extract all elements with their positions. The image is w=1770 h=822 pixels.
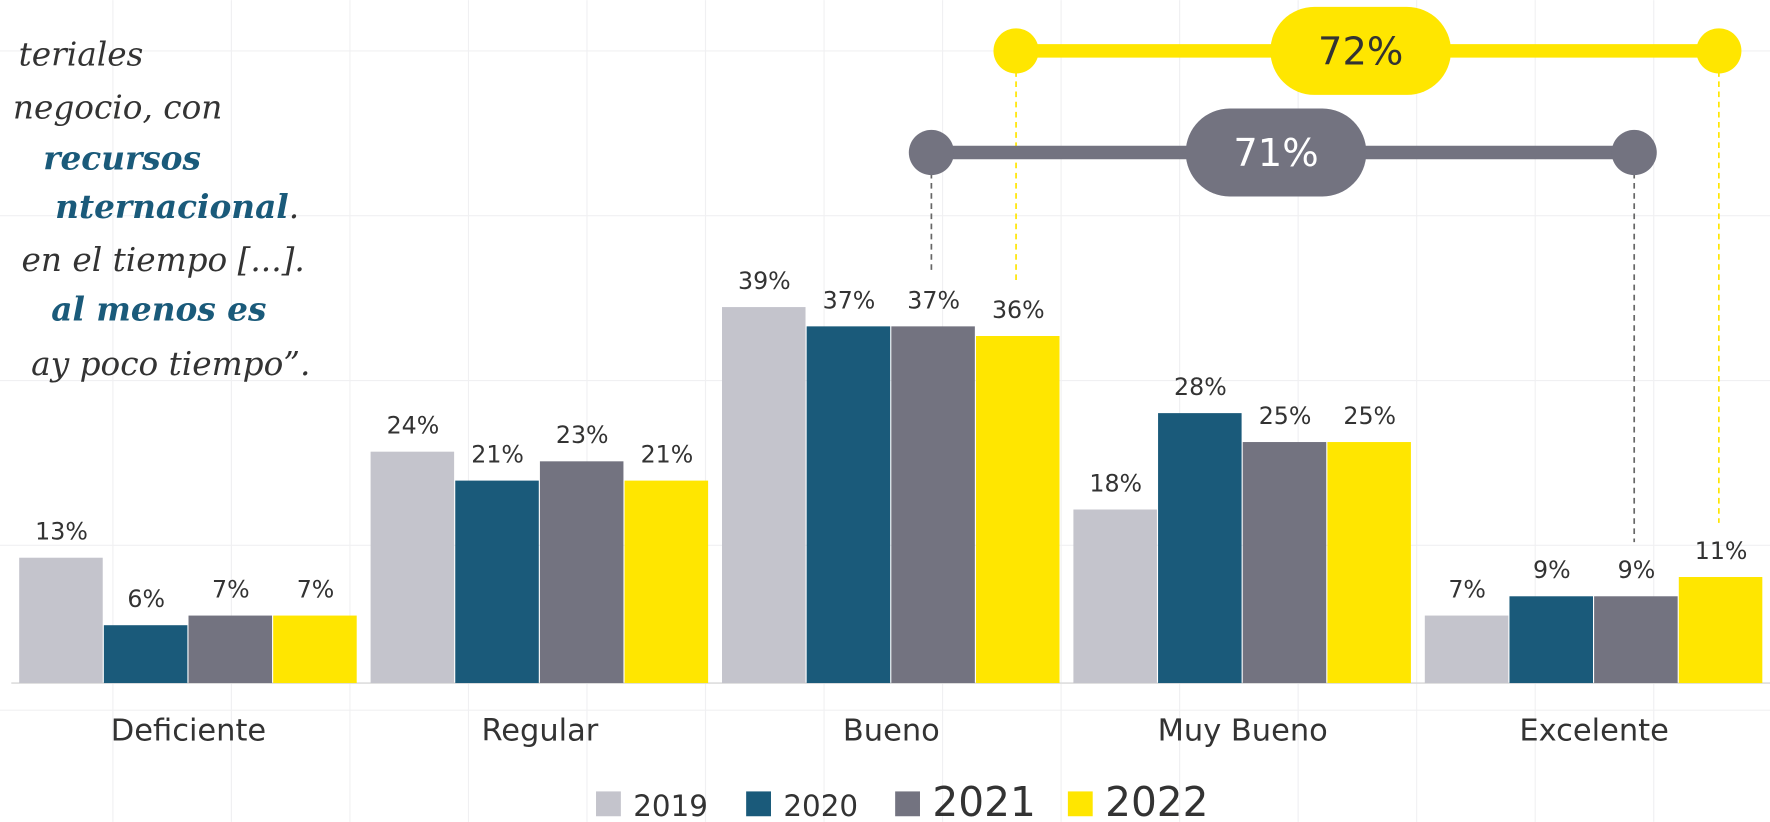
data-label: 23% (556, 421, 609, 449)
bar (103, 625, 188, 684)
legend-label: 2020 (783, 789, 858, 822)
bar (891, 326, 975, 684)
data-label: 25% (1259, 402, 1312, 430)
bar (1242, 442, 1327, 684)
data-label: 13% (35, 518, 88, 546)
data-label: 25% (1343, 402, 1396, 430)
bracket-label: 71% (1233, 131, 1318, 176)
bracket-pill (1185, 108, 1367, 197)
quote-segment: al menos es (51, 290, 266, 329)
data-label: 21% (471, 441, 524, 469)
bar (975, 336, 1060, 684)
bar (19, 557, 103, 684)
x-tick-label: Deficiente (111, 714, 266, 749)
quote-segment: ay poco tiempo”. (31, 345, 310, 383)
bar (1158, 413, 1242, 684)
quote-line: al menos es (51, 290, 266, 329)
data-label: 6% (127, 585, 165, 613)
bracket-label: 72% (1318, 29, 1403, 74)
quote-line: teriales (19, 36, 144, 74)
quote-segment: . (289, 188, 299, 226)
bar (1073, 509, 1157, 684)
data-label: 24% (387, 412, 440, 440)
quote-segment: teriales (19, 36, 144, 74)
data-label: 18% (1089, 469, 1142, 497)
legend-swatch (895, 791, 920, 817)
legend-swatch (1067, 791, 1093, 817)
bar (539, 461, 624, 684)
quote-line: en el tiempo [...]. (22, 241, 305, 279)
data-label: 7% (1448, 576, 1486, 604)
bar (1327, 442, 1411, 684)
quote-segment: recursos (43, 138, 201, 177)
bracket-pill (1270, 6, 1451, 95)
quote-line: recursos (43, 138, 201, 177)
data-label: 36% (992, 296, 1045, 324)
bracket-end (908, 129, 954, 176)
data-label: 9% (1533, 556, 1571, 584)
quote-segment: en el tiempo [...]. (22, 241, 305, 279)
data-label: 7% (297, 576, 335, 604)
bar (624, 480, 709, 684)
data-label: 21% (641, 441, 694, 469)
data-label: 11% (1695, 537, 1748, 565)
bar (1594, 596, 1678, 684)
data-label: 37% (907, 286, 960, 314)
bar (188, 615, 273, 684)
legend-swatch (746, 791, 771, 817)
legend-label: 2019 (633, 789, 708, 822)
legend-label: 2022 (1105, 778, 1208, 822)
data-label: 7% (212, 576, 250, 604)
bar (1424, 615, 1509, 684)
x-tick-label: Muy Bueno (1158, 714, 1328, 749)
data-label: 37% (823, 286, 876, 314)
bar (273, 615, 357, 684)
bar (721, 307, 806, 684)
legend-label: 2021 (932, 778, 1035, 822)
quote-line: negocio, con (13, 89, 222, 127)
bracket-end (993, 28, 1039, 74)
quote-line: ay poco tiempo”. (31, 345, 310, 383)
data-label: 39% (738, 267, 791, 295)
bar (455, 480, 539, 684)
x-tick-label: Regular (481, 714, 598, 749)
x-tick-label: Excelente (1519, 714, 1668, 749)
bracket-end (1611, 129, 1657, 176)
bar (370, 451, 455, 684)
x-tick-label: Bueno (843, 714, 940, 749)
quote-segment: nternacional (55, 187, 289, 226)
bar (1678, 577, 1763, 684)
data-label: 28% (1174, 373, 1227, 401)
bar (806, 326, 891, 684)
quote-line: nternacional. (55, 187, 299, 226)
data-label: 9% (1618, 556, 1656, 584)
quote-segment: negocio, con (13, 89, 222, 127)
legend-swatch (596, 791, 621, 817)
bracket-end (1696, 28, 1742, 74)
bar (1509, 596, 1593, 684)
